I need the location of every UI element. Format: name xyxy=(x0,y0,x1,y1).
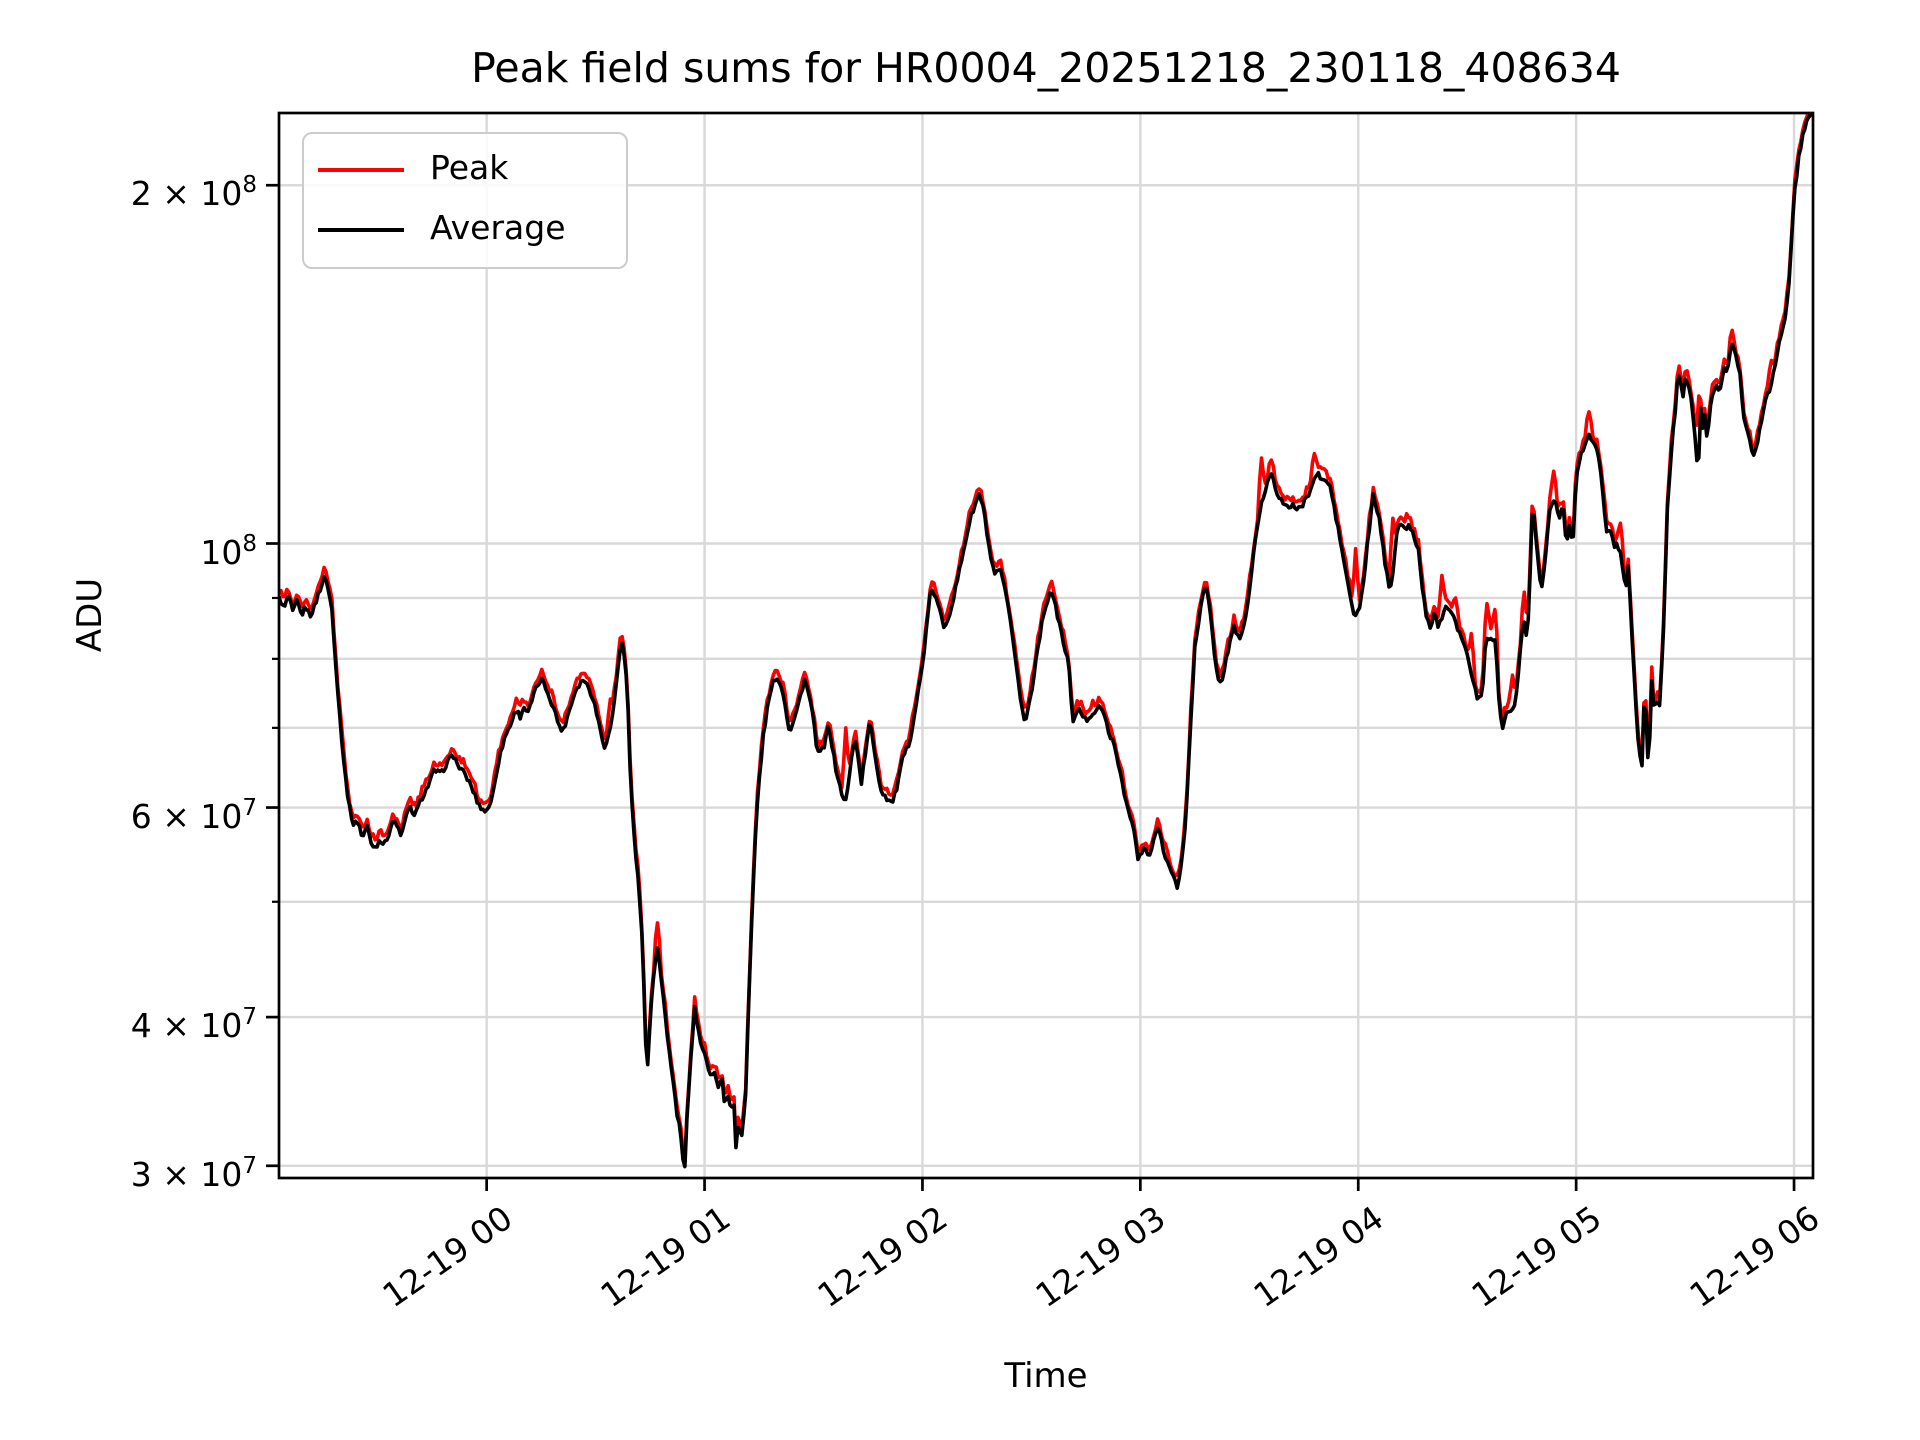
x-axis-label: Time xyxy=(1004,1356,1088,1396)
y-axis-label: ADU xyxy=(70,577,110,653)
y-tick-label-1e8: 108 xyxy=(200,530,257,572)
y-tick-label-4e7: 4 × 107 xyxy=(130,1004,257,1046)
legend-label-average: Average xyxy=(430,208,566,247)
chart-title: Peak field sums for HR0004_20251218_2301… xyxy=(471,44,1621,92)
y-tick-label-6e7: 6 × 107 xyxy=(130,794,257,836)
legend-item-average: Average xyxy=(304,200,626,260)
legend-item-peak: Peak xyxy=(304,140,626,200)
legend-label-peak: Peak xyxy=(430,148,509,187)
y-tick-label-2e8: 2 × 108 xyxy=(130,172,257,214)
legend-line-peak xyxy=(318,168,404,172)
legend: Peak Average xyxy=(302,132,628,269)
y-tick-label-3e7: 3 × 107 xyxy=(130,1152,257,1194)
legend-line-average xyxy=(318,228,404,232)
